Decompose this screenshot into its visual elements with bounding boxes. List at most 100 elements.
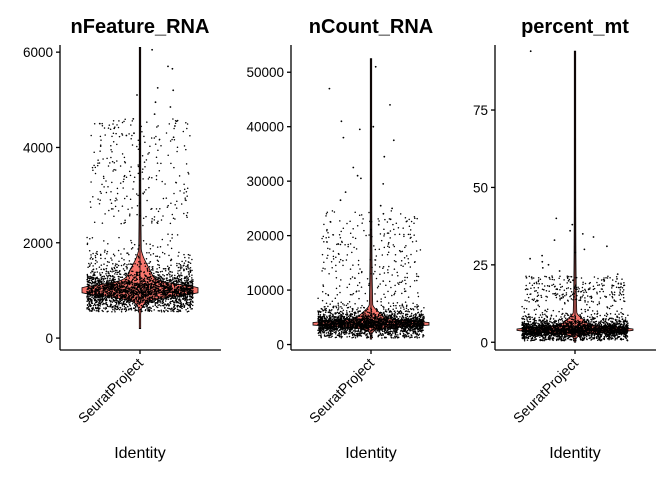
data-point	[168, 269, 170, 271]
data-point	[367, 336, 370, 339]
data-point	[173, 305, 175, 308]
data-point	[178, 298, 180, 301]
data-point	[130, 166, 132, 168]
data-point	[96, 293, 98, 295]
data-point	[90, 304, 92, 307]
data-point	[113, 255, 116, 257]
data-point	[95, 277, 98, 280]
data-point	[90, 285, 93, 287]
data-point	[183, 282, 186, 285]
data-point	[114, 301, 117, 304]
data-point	[100, 268, 102, 271]
data-point	[130, 297, 133, 299]
data-point	[176, 275, 179, 278]
data-point	[145, 243, 148, 245]
data-point	[148, 186, 150, 189]
data-point	[135, 303, 138, 305]
data-point	[92, 268, 95, 271]
data-point	[86, 243, 89, 246]
data-point	[374, 314, 377, 316]
data-point	[123, 308, 126, 310]
data-point	[181, 305, 184, 307]
data-point	[107, 289, 109, 291]
data-point	[137, 172, 140, 175]
data-point	[175, 290, 178, 292]
data-point	[148, 262, 150, 264]
data-point	[416, 326, 419, 329]
data-point	[142, 224, 144, 227]
data-point	[101, 122, 103, 125]
data-point	[111, 181, 113, 184]
data-point	[151, 217, 153, 220]
data-point	[114, 205, 117, 208]
data-point	[115, 132, 117, 135]
data-point	[406, 313, 409, 316]
data-point	[414, 330, 417, 333]
data-point	[183, 188, 186, 190]
data-point	[100, 264, 103, 266]
data-point	[134, 290, 137, 292]
data-point	[129, 295, 131, 297]
data-point	[94, 296, 97, 299]
data-point	[395, 304, 397, 307]
data-point	[141, 301, 144, 303]
data-point	[94, 306, 97, 309]
data-point	[117, 293, 119, 295]
data-point	[142, 240, 145, 242]
data-point	[154, 143, 157, 145]
data-point	[150, 271, 153, 274]
data-point	[97, 285, 99, 288]
data-point	[171, 67, 174, 70]
data-point	[162, 290, 165, 292]
data-point	[169, 140, 172, 142]
data-point	[140, 280, 143, 283]
data-point	[144, 297, 147, 299]
data-point	[94, 256, 97, 259]
data-point	[94, 255, 97, 257]
data-point	[356, 330, 359, 332]
data-point	[188, 299, 190, 301]
data-point	[132, 307, 135, 310]
data-point	[111, 296, 113, 298]
data-point	[156, 287, 159, 290]
data-point	[346, 316, 348, 318]
data-point	[105, 272, 107, 275]
data-point	[88, 265, 91, 267]
data-point	[159, 207, 161, 210]
data-point	[126, 305, 129, 308]
data-point	[155, 175, 158, 177]
data-point	[179, 286, 181, 288]
data-point	[167, 233, 169, 235]
data-point	[185, 268, 188, 270]
data-point	[111, 290, 113, 292]
data-point	[132, 286, 134, 288]
data-point	[122, 180, 125, 183]
data-point	[135, 291, 138, 293]
data-point	[157, 210, 160, 213]
data-point	[155, 291, 157, 294]
data-point	[158, 301, 160, 303]
data-point	[366, 335, 369, 337]
data-point	[103, 287, 105, 290]
data-point	[138, 303, 140, 305]
data-point	[115, 286, 117, 288]
data-point	[119, 300, 122, 303]
data-point	[111, 135, 113, 138]
data-point	[144, 280, 147, 283]
data-point	[165, 132, 168, 134]
data-point	[108, 124, 111, 126]
data-point	[158, 283, 160, 285]
data-point	[176, 264, 178, 267]
data-point	[133, 304, 136, 307]
data-point	[99, 272, 101, 274]
data-point	[91, 296, 93, 299]
data-point	[165, 304, 168, 307]
data-point	[97, 310, 99, 312]
data-point	[135, 288, 137, 291]
data-point	[131, 296, 134, 298]
data-point	[131, 281, 133, 284]
x-axis-title: Identity	[114, 445, 166, 462]
data-point	[317, 310, 319, 312]
data-point	[134, 273, 136, 276]
data-point	[101, 124, 104, 127]
